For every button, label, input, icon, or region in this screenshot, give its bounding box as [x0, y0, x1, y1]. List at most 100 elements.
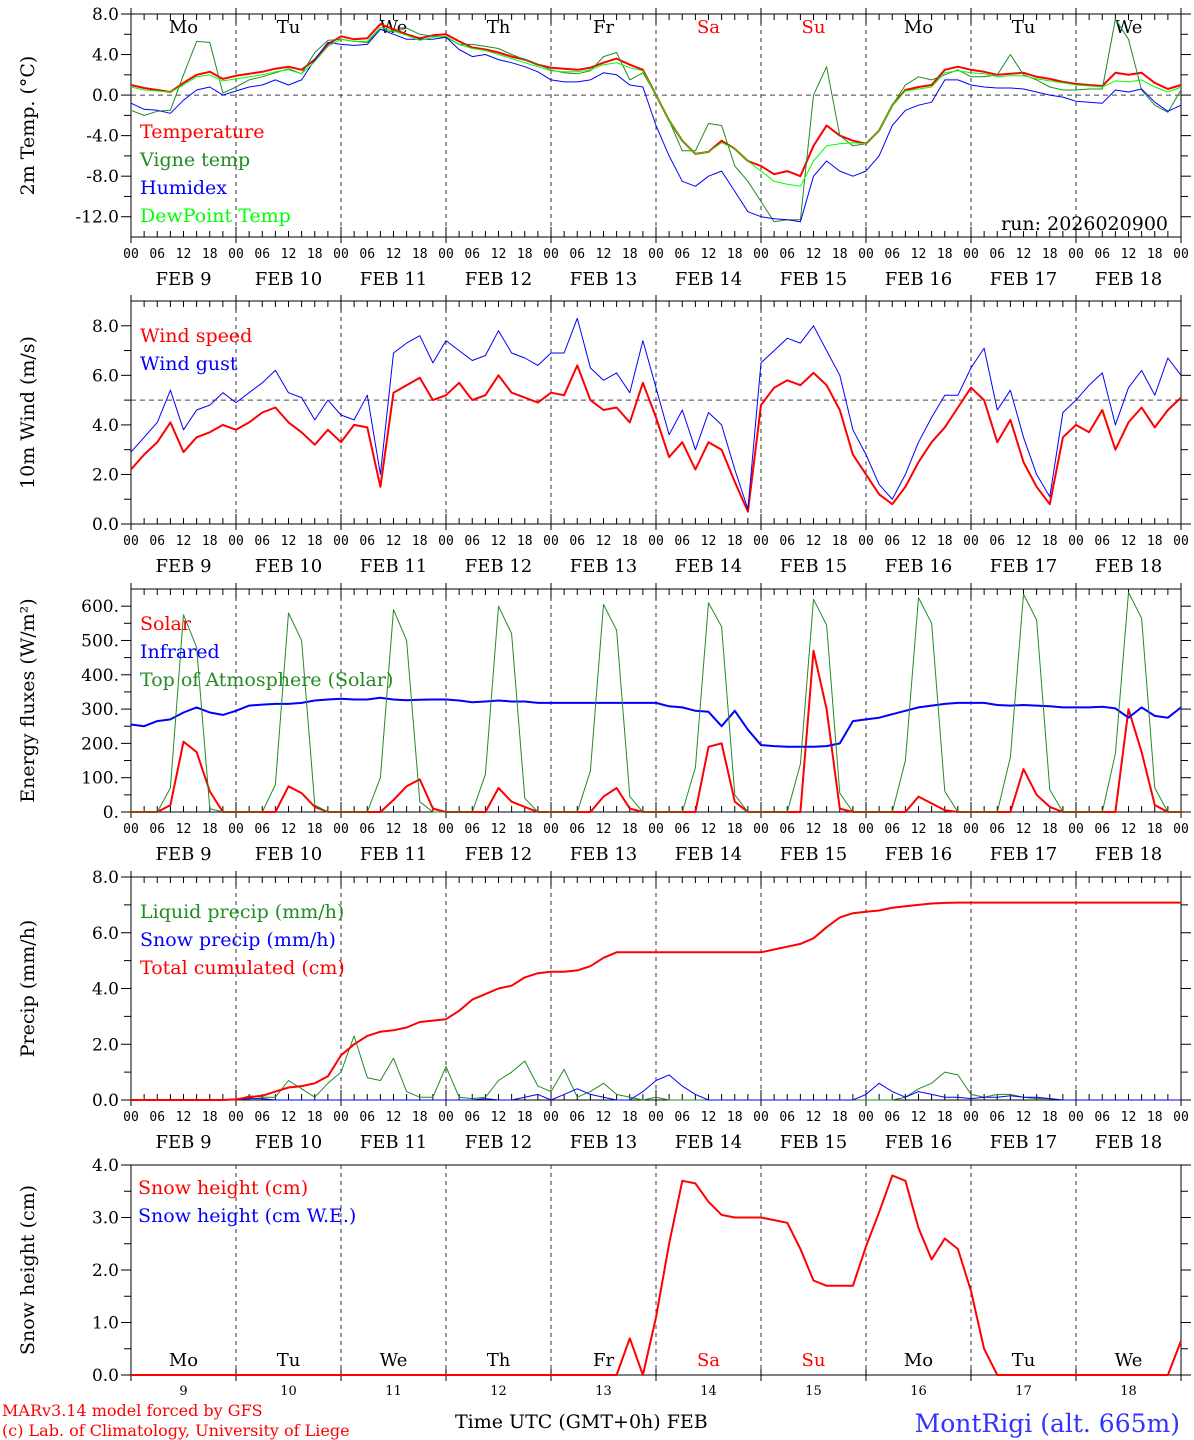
x-hour-label: 06 — [359, 534, 375, 549]
x-hour-label: 12 — [176, 247, 192, 262]
x-date-label: FEB 18 — [1095, 269, 1162, 290]
x-hour-label: 06 — [674, 1110, 690, 1125]
x-hour-label: 18 — [622, 822, 638, 837]
y-tick-label: 8.0 — [92, 868, 119, 888]
x-hour-label: 18 — [307, 534, 323, 549]
x-hour-label: 18 — [307, 1110, 323, 1125]
x-hour-label: 18 — [1147, 822, 1163, 837]
x-date-label: FEB 16 — [885, 269, 952, 290]
x-hour-label: 06 — [989, 822, 1005, 837]
x-hour-label: 06 — [1094, 822, 1110, 837]
y-tick-label: 4.0 — [92, 416, 119, 436]
x-hour-label: 00 — [543, 822, 559, 837]
x-date-label: FEB 10 — [255, 844, 322, 865]
y-tick-label: 8.0 — [92, 317, 119, 337]
x-hour-label: 12 — [596, 534, 612, 549]
lab-credit: (c) Lab. of Climatology, University of L… — [2, 1421, 350, 1440]
series-line-liquid-precip-mm-h — [131, 1035, 1181, 1101]
x-hour-label: 18 — [517, 1110, 533, 1125]
x-hour-label: 00 — [1068, 822, 1084, 837]
x-hour-label: 00 — [858, 247, 874, 262]
x-hour-label: 12 — [386, 822, 402, 837]
y-tick-label: 0.0 — [92, 86, 119, 106]
x-hour-label: 18 — [937, 534, 953, 549]
x-hour-label: 18 — [727, 534, 743, 549]
x-hour-label: 12 — [1121, 1110, 1137, 1125]
x-date-label: FEB 13 — [570, 269, 637, 290]
x-date-label: FEB 12 — [465, 844, 532, 865]
x-hour-label: 12 — [1121, 247, 1137, 262]
x-date-label: FEB 10 — [255, 269, 322, 290]
legend-solar: Solar — [140, 613, 192, 635]
x-hour-label: 06 — [1094, 534, 1110, 549]
x-hour-label: 12 — [281, 247, 297, 262]
x-date-label: FEB 13 — [570, 1132, 637, 1153]
x-hour-label: 06 — [989, 247, 1005, 262]
x-date-label: FEB 15 — [780, 1132, 847, 1153]
x-hour-label: 06 — [674, 247, 690, 262]
x-date-label: FEB 9 — [155, 844, 211, 865]
x-hour-label: 06 — [1094, 247, 1110, 262]
x-date-label: FEB 15 — [780, 844, 847, 865]
x-hour-label: 12 — [1016, 534, 1032, 549]
x-date-label: FEB 17 — [990, 1132, 1057, 1153]
x-hour-label: 00 — [963, 247, 979, 262]
legend-dewpoint-temp: DewPoint Temp — [140, 205, 291, 227]
x-hour-label: 18 — [1147, 1110, 1163, 1125]
x-day-number: 15 — [805, 1384, 822, 1399]
x-date-label: FEB 14 — [675, 1132, 742, 1153]
panel-snow-height: 4.0 3.0 2.0 1.0 0.0 Snow height (cm) 9 10 11 12 13… — [17, 1156, 1191, 1399]
x-hour-label: 12 — [911, 822, 927, 837]
series-line-snow-height-cm — [131, 1174, 1182, 1376]
series-line-wind-gust — [130, 317, 1182, 510]
x-hour-label: 00 — [228, 534, 244, 549]
x-hour-label: 18 — [622, 534, 638, 549]
x-hour-label: 18 — [937, 247, 953, 262]
x-hour-label: 06 — [674, 822, 690, 837]
x-hour-label: 06 — [464, 534, 480, 549]
day-of-week-label: Fr — [593, 17, 614, 38]
y-axis-title: 2m Temp. (°C) — [17, 56, 39, 196]
day-of-week-label: Sa — [697, 1350, 720, 1371]
x-day-number: 16 — [910, 1384, 927, 1399]
legend-total-cumulated-cm: Total cumulated (cm) — [140, 957, 345, 979]
y-tick-label: 4.0 — [92, 46, 119, 66]
x-day-number: 14 — [700, 1384, 717, 1399]
x-hour-label: 00 — [753, 534, 769, 549]
y-tick-label: 500. — [81, 631, 119, 651]
y-axis-title: Snow height (cm) — [17, 1185, 39, 1355]
y-tick-label: 100. — [81, 769, 119, 789]
x-hour-label: 00 — [648, 1110, 664, 1125]
x-hour-label: 06 — [1094, 1110, 1110, 1125]
x-hour-label: 00 — [858, 1110, 874, 1125]
x-hour-label: 18 — [412, 822, 428, 837]
x-hour-label: 18 — [412, 534, 428, 549]
x-hour-label: 06 — [779, 822, 795, 837]
x-hour-label: 18 — [202, 822, 218, 837]
x-hour-label: 12 — [491, 822, 507, 837]
x-hour-label: 12 — [596, 1110, 612, 1125]
run-label: run: 2026020900 — [1001, 213, 1168, 235]
y-tick-label: -4.0 — [86, 127, 119, 147]
day-of-week-label: Th — [487, 17, 511, 38]
x-date-label: FEB 17 — [990, 844, 1057, 865]
x-hour-label: 00 — [438, 247, 454, 262]
x-hour-label: 18 — [622, 1110, 638, 1125]
x-hour-label: 18 — [202, 1110, 218, 1125]
x-hour-label: 12 — [701, 1110, 717, 1125]
x-date-label: FEB 11 — [360, 269, 427, 290]
day-of-week-label: Fr — [593, 1350, 614, 1371]
y-tick-label: 200. — [81, 734, 119, 754]
legend-wind-gust: Wind gust — [140, 353, 238, 375]
x-hour-label: 06 — [989, 1110, 1005, 1125]
x-date-label: FEB 9 — [155, 1132, 211, 1153]
legend-liquid-precip-mm-h: Liquid precip (mm/h) — [140, 901, 344, 923]
x-hour-label: 06 — [779, 247, 795, 262]
x-date-label: FEB 11 — [360, 556, 427, 577]
x-hour-label: 00 — [1173, 247, 1189, 262]
legend-snow-height-cm-w-e: Snow height (cm W.E.) — [138, 1205, 356, 1227]
x-date-label: FEB 16 — [885, 844, 952, 865]
x-hour-label: 00 — [858, 822, 874, 837]
x-hour-label: 12 — [806, 247, 822, 262]
x-hour-label: 12 — [596, 247, 612, 262]
